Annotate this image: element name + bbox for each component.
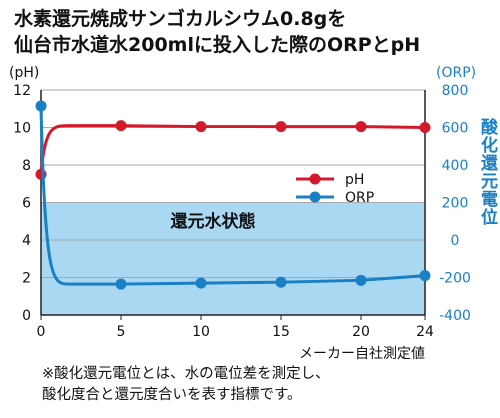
y-left-tick-label: 0 — [22, 308, 31, 324]
x-tick-label: 15 — [272, 324, 290, 340]
data-point-orp — [275, 276, 287, 288]
legend-marker-orp — [309, 191, 321, 203]
y-right-tick-label: 800 — [442, 83, 469, 99]
y-left-unit-label: (pH) — [9, 65, 39, 81]
data-point-ph — [35, 168, 47, 180]
series-line-orp — [39, 105, 426, 286]
x-tick-label: 20 — [352, 324, 370, 340]
data-point-ph — [275, 121, 287, 133]
x-axis-label: メーカー自社測定値 — [299, 346, 425, 362]
y-left-tick-label: 6 — [22, 196, 31, 212]
footnote-line2: 酸化度合と還元度合いを表す指標です。 — [42, 387, 302, 403]
reduction-band-label: 還元水状態 — [171, 211, 256, 232]
y-right-tick-label: 600 — [442, 121, 469, 137]
chart-title-line1: 水素還元焼成サンゴカルシウム0.8gを — [14, 8, 347, 30]
data-point-ph — [419, 122, 431, 133]
data-point-orp — [419, 270, 431, 282]
reduction-band — [41, 202, 425, 315]
y-left-tick-label: 2 — [22, 271, 31, 287]
y-left-tick-label: 8 — [22, 158, 31, 174]
x-tick-label: 0 — [37, 324, 46, 340]
x-tick-label: 10 — [192, 324, 210, 340]
data-point-ph — [355, 121, 367, 133]
y-right-axis-title: 酸化還元電位 — [477, 117, 498, 226]
y-right-tick-label: -200 — [439, 271, 471, 287]
x-tick-label: 24 — [416, 324, 434, 340]
series-line-ph — [39, 124, 426, 175]
legend-label-ph: pH — [345, 172, 364, 188]
data-point-orp — [355, 274, 367, 286]
y-right-tick-label: 0 — [451, 233, 460, 249]
legend-label-orp: ORP — [345, 190, 374, 206]
data-point-orp — [115, 278, 127, 290]
x-tick-label: 5 — [117, 324, 126, 340]
data-point-ph — [195, 121, 207, 133]
y-right-tick-label: -400 — [439, 308, 471, 324]
y-right-tick-label: 200 — [442, 196, 469, 212]
y-left-tick-label: 10 — [13, 121, 31, 137]
y-left-tick-label: 12 — [13, 83, 31, 99]
legend-marker-ph — [309, 173, 321, 185]
y-right-tick-label: 400 — [442, 158, 469, 174]
data-point-orp — [35, 100, 47, 112]
chart-title-line2: 仙台市水道水200mlに投入した際のORPとpH — [14, 34, 421, 56]
data-point-orp — [195, 277, 207, 289]
footnote-line1: ※酸化還元電位とは、水の電位差を測定し、 — [42, 366, 330, 382]
data-point-ph — [115, 120, 127, 132]
y-left-tick-label: 4 — [22, 233, 31, 249]
y-right-unit-label: (ORP) — [436, 65, 476, 81]
